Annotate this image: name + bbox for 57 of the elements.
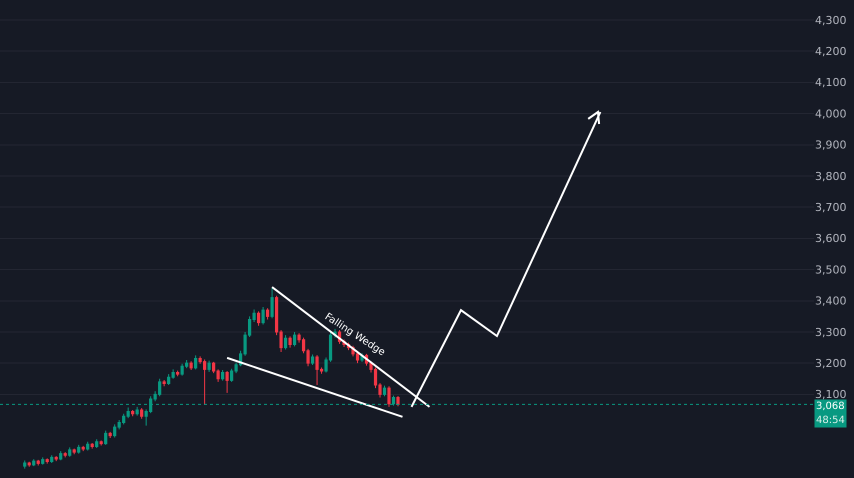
candlestick (64, 452, 67, 458)
candlestick (23, 460, 26, 470)
y-tick-label: 3,400 (815, 294, 846, 308)
candlestick (72, 448, 76, 455)
candlestick (90, 442, 94, 450)
candlestick (221, 370, 224, 382)
candlestick (270, 287, 274, 319)
y-tick-label: 3,800 (815, 170, 846, 183)
candlestick (176, 370, 180, 377)
candlestick (162, 380, 166, 387)
candlestick (180, 363, 184, 376)
candlestick (208, 360, 211, 372)
y-tick-label: 3,600 (815, 232, 846, 246)
y-tick-label: 3,300 (815, 326, 846, 339)
candlestick (382, 385, 386, 397)
candlestick (54, 456, 58, 462)
candlestick (315, 354, 319, 386)
candlestick (86, 441, 90, 452)
candlestick (41, 456, 44, 466)
y-tick-label: 3,900 (815, 138, 846, 152)
candlestick (95, 438, 98, 449)
text: 48:54 (816, 415, 845, 426)
y-tick-label: 4,300 (815, 14, 846, 27)
candlestick (194, 354, 198, 370)
candlestick (136, 406, 139, 416)
y-tick-label: 4,000 (815, 107, 846, 120)
candlestick (131, 409, 134, 417)
candlestick (108, 431, 112, 439)
candlestick (256, 310, 260, 326)
y-tick-label: 4,200 (815, 45, 846, 58)
candlestick (261, 306, 265, 325)
candlestick (32, 458, 36, 467)
candlestick (266, 308, 270, 320)
y-tick-label: 3,200 (815, 357, 846, 370)
candlestick (387, 386, 391, 408)
y-tick-label: 3,500 (815, 263, 846, 276)
candlestick (190, 360, 193, 371)
candlestick (284, 334, 288, 350)
y-tick-label: 4,100 (815, 76, 846, 90)
candlestick (77, 444, 80, 454)
candlestick (140, 408, 144, 420)
candlestick (288, 336, 292, 348)
candlestick (46, 458, 49, 464)
candlestick (104, 430, 108, 446)
candlestick (226, 370, 229, 394)
candlestick (28, 461, 31, 468)
candlestick (68, 446, 72, 458)
candlestick (292, 331, 296, 347)
y-tick-label: 3,700 (815, 201, 846, 214)
ref-line-label: 3,068 (816, 401, 845, 412)
candlestick (310, 354, 314, 366)
y-tick-label: 3,100 (815, 388, 846, 402)
candlestick (100, 440, 103, 446)
candlestick (59, 450, 62, 461)
candlestick (82, 445, 85, 452)
candlestick (50, 454, 54, 464)
candlestick (36, 459, 40, 466)
